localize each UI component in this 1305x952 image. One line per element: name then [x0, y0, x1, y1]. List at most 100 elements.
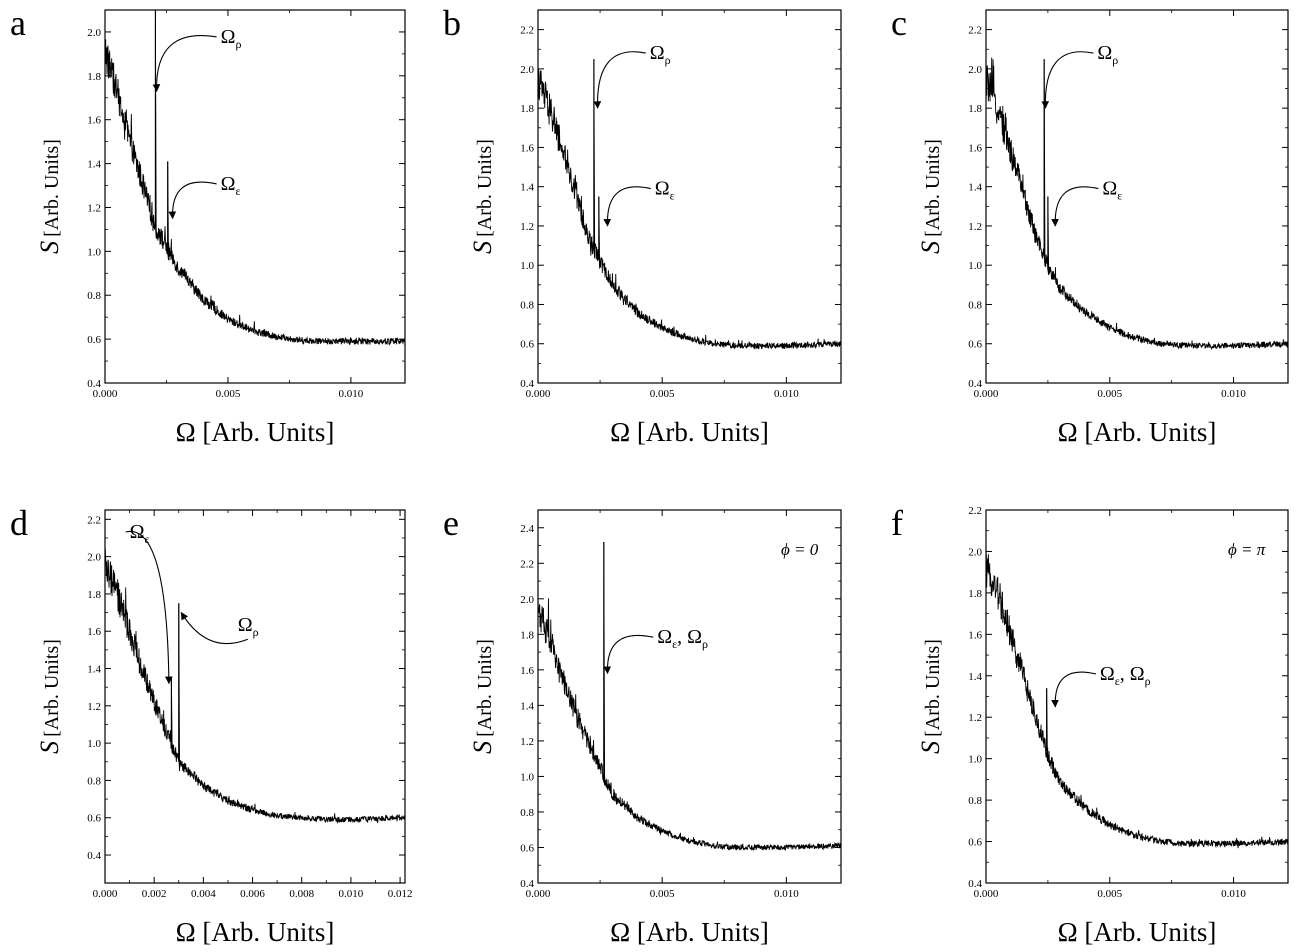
y-axis-symbol-a: S	[35, 241, 64, 254]
y-axis-label-c: S [Arb. Units]	[916, 139, 945, 254]
xtick-label-d-0: 0.000	[93, 888, 118, 900]
annotation-arrow-c-1	[1051, 186, 1099, 227]
ytick-label-f-4: 1.2	[968, 712, 982, 724]
xtick-label-f-0: 0.000	[974, 888, 999, 900]
series-line-f	[986, 552, 1288, 849]
y-axis-units-f: [Arb. Units]	[922, 639, 944, 737]
series-line-a	[105, 10, 405, 346]
ytick-label-e-10: 2.4	[520, 523, 534, 535]
xtick-label-d-1: 0.002	[142, 888, 167, 900]
ytick-label-d-1: 0.6	[87, 813, 101, 825]
annotation-arrow-a-0	[152, 35, 217, 92]
ytick-label-c-8: 2.0	[968, 64, 982, 76]
ytick-label-e-1: 0.6	[520, 842, 534, 854]
ytick-label-b-3: 1.0	[520, 260, 534, 272]
series-line-b	[538, 59, 841, 350]
xtick-label-b-2: 0.010	[774, 388, 799, 400]
ytick-label-e-7: 1.8	[520, 629, 534, 641]
panel-b: b 0.4 0.6 0.8 1.0 1.2 1.4 1.6 1.8 2.0 2.2 0.000 0.00…	[443, 3, 842, 447]
ytick-label-a-8: 2.0	[87, 27, 101, 39]
series-line-e	[538, 541, 841, 852]
phase-label-f: ϕ = π	[1228, 540, 1266, 559]
x-axis-label-c: Ω [Arb. Units]	[1058, 417, 1217, 447]
ytick-label-c-9: 2.2	[968, 25, 982, 37]
annotation-label-c-1: Ωε	[1102, 178, 1122, 203]
annotation-arrow-a-1	[168, 181, 217, 220]
y-axis-units-b: [Arb. Units]	[474, 139, 496, 237]
ytick-label-a-7: 1.8	[87, 71, 101, 83]
xtick-label-f-1: 0.005	[1097, 888, 1122, 900]
panel-d: d 0.4 0.6 0.8 1.0 1.2 1.4 1.6 1.8 2.0 2.2 0.000 0.00…	[10, 503, 412, 947]
annotation-arrow-d-1	[180, 611, 248, 645]
ytick-label-a-5: 1.4	[87, 159, 101, 171]
xtick-label-f-2: 0.010	[1221, 888, 1246, 900]
y-axis-symbol-f: S	[916, 741, 945, 754]
xtick-label-d-4: 0.008	[289, 888, 314, 900]
ytick-label-f-8: 2.0	[968, 546, 982, 558]
ytick-label-d-8: 2.0	[87, 552, 101, 564]
ytick-label-a-4: 1.2	[87, 202, 101, 214]
plot-frame-c	[985, 9, 1289, 384]
ytick-label-c-0: 0.4	[968, 378, 982, 390]
svg-text:S[Arb. Units]: S [Arb. Units]	[35, 639, 64, 754]
annotation-label-b-1: Ωε	[655, 178, 675, 203]
y-axis-units-c: [Arb. Units]	[922, 139, 944, 237]
plot-frame-e	[537, 509, 842, 884]
ytick-label-f-6: 1.6	[968, 629, 982, 641]
xtick-label-d-5: 0.010	[339, 888, 364, 900]
ytick-label-b-1: 0.6	[520, 339, 534, 351]
ytick-label-f-1: 0.6	[968, 837, 982, 849]
phase-label-e: ϕ = 0	[781, 540, 819, 559]
y-axis-units-a: [Arb. Units]	[41, 139, 63, 237]
panel-c: c 0.4 0.6 0.8 1.0 1.2 1.4 1.6 1.8 2.0 2.2 0.000 0.00…	[891, 3, 1289, 447]
annotation-label-d-0: Ωε	[130, 521, 150, 546]
ytick-label-e-3: 1.0	[520, 771, 534, 783]
ytick-label-c-3: 1.0	[968, 260, 982, 272]
annotation-label-a-1: Ωε	[221, 173, 241, 198]
y-axis-label-d: S [Arb. Units]	[35, 639, 64, 754]
ytick-label-e-5: 1.4	[520, 700, 534, 712]
panel-label-a: a	[10, 3, 26, 43]
xtick-label-e-1: 0.005	[650, 888, 675, 900]
plot-frame-b	[537, 9, 842, 384]
annotation-arrow-d-0	[125, 530, 173, 685]
panel-label-f: f	[891, 503, 903, 543]
ytick-label-b-8: 2.0	[520, 64, 534, 76]
ytick-label-c-2: 0.8	[968, 299, 982, 311]
xtick-label-a-0: 0.000	[93, 388, 118, 400]
ytick-label-f-3: 1.0	[968, 754, 982, 766]
ytick-label-c-5: 1.4	[968, 182, 982, 194]
ytick-label-a-6: 1.6	[87, 115, 101, 127]
xtick-label-d-3: 0.006	[240, 888, 265, 900]
svg-text:S[Arb. Units]: S [Arb. Units]	[916, 139, 945, 254]
ytick-label-c-7: 1.8	[968, 103, 982, 115]
xtick-label-c-0: 0.000	[974, 388, 999, 400]
xtick-label-a-1: 0.005	[216, 388, 241, 400]
xtick-label-e-2: 0.010	[774, 888, 799, 900]
panel-label-d: d	[10, 503, 28, 543]
ytick-label-d-3: 1.0	[87, 738, 101, 750]
ytick-label-e-4: 1.2	[520, 736, 534, 748]
ytick-label-b-9: 2.2	[520, 25, 534, 37]
plot-frame-d	[104, 509, 406, 884]
ytick-label-e-0: 0.4	[520, 878, 534, 890]
ytick-label-e-9: 2.2	[520, 558, 534, 570]
annotation-arrow-b-0	[593, 51, 646, 109]
annotation-label-b-0: Ωρ	[650, 42, 671, 67]
y-axis-label-f: S [Arb. Units]	[916, 639, 945, 754]
y-axis-symbol-b: S	[468, 241, 497, 254]
x-axis-label-f: Ω [Arb. Units]	[1058, 917, 1217, 947]
ytick-label-f-7: 1.8	[968, 588, 982, 600]
annotation-arrow-c-0	[1041, 51, 1094, 109]
y-axis-symbol-c: S	[916, 241, 945, 254]
x-axis-label-e: Ω [Arb. Units]	[610, 917, 769, 947]
xtick-label-b-0: 0.000	[526, 388, 551, 400]
svg-text:S[Arb. Units]: S [Arb. Units]	[468, 639, 497, 754]
ytick-label-d-0: 0.4	[87, 850, 101, 862]
annotation-arrow-f-0	[1051, 671, 1096, 708]
panel-f: f 0.4 0.6 0.8 1.0 1.2 1.4 1.6 1.8 2.0 2.2 0.000 0.00…	[891, 503, 1289, 947]
y-axis-units-e: [Arb. Units]	[474, 639, 496, 737]
x-axis-label-a: Ω [Arb. Units]	[176, 417, 335, 447]
ytick-label-b-4: 1.2	[520, 221, 534, 233]
ytick-label-d-2: 0.8	[87, 775, 101, 787]
